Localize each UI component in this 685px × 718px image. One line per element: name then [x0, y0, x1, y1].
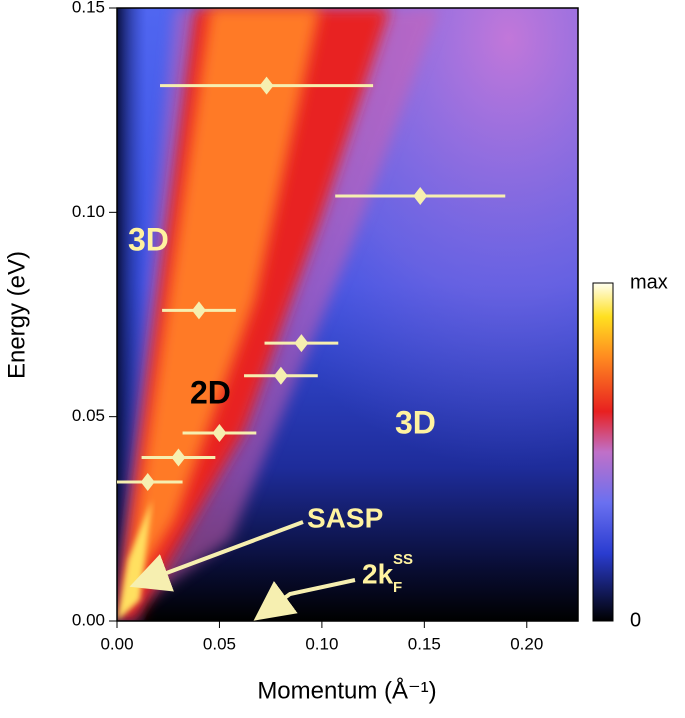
marker [140, 473, 155, 492]
annotation: F [393, 579, 402, 596]
annotation: 2k [362, 558, 394, 589]
marker [259, 76, 274, 95]
heatmap [117, 8, 578, 621]
arrow [253, 578, 356, 621]
colorbar-min: 0 [630, 609, 641, 631]
annotation: SASP [307, 502, 383, 533]
x-axis-label: Momentum (Å⁻¹) [257, 676, 436, 704]
series [117, 76, 506, 492]
marker [212, 424, 227, 443]
annotation: SS [393, 551, 413, 568]
plot-frame [116, 7, 579, 622]
colorbar [592, 282, 614, 622]
marker [191, 301, 206, 320]
y-tick-label: 0.00 [72, 610, 105, 629]
y-tick-label: 0.15 [72, 0, 105, 16]
annotation: 3D [128, 221, 169, 257]
arrow [129, 520, 304, 592]
x-tick-label: 0.00 [100, 634, 133, 653]
marker [413, 186, 428, 205]
x-tick-label: 0.15 [408, 634, 441, 653]
marker [294, 334, 309, 353]
marker [171, 448, 186, 467]
x-tick-label: 0.05 [203, 634, 236, 653]
colorbar-max: max [630, 271, 668, 293]
y-axis-label: Energy (eV) [3, 251, 30, 379]
annotation: 3D [395, 404, 436, 440]
x-tick-label: 0.20 [510, 634, 543, 653]
y-tick-label: 0.10 [72, 202, 105, 221]
marker [273, 366, 288, 385]
annotation: 2D [190, 374, 231, 410]
y-tick-label: 0.05 [72, 406, 105, 425]
x-tick-label: 0.10 [305, 634, 338, 653]
